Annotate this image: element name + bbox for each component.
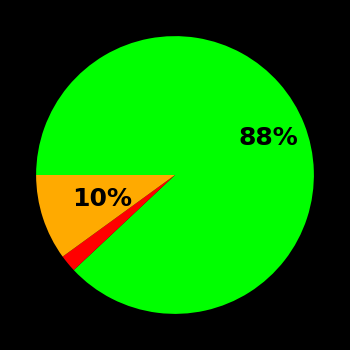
Text: 10%: 10% — [72, 187, 132, 211]
Wedge shape — [63, 175, 175, 270]
Wedge shape — [36, 36, 314, 314]
Text: 88%: 88% — [238, 126, 298, 150]
Wedge shape — [36, 175, 175, 257]
